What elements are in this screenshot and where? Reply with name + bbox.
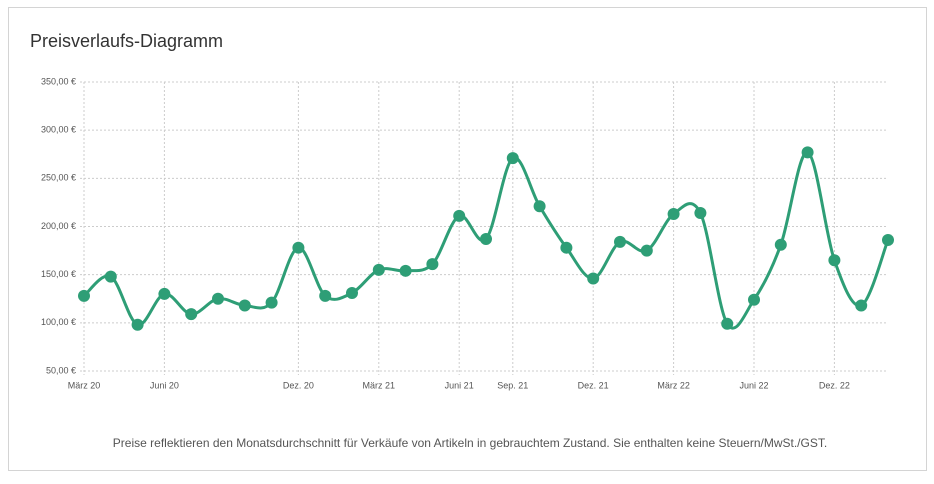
x-tick-label: März 22: [657, 380, 690, 390]
y-tick-label: 50,00 €: [46, 365, 76, 375]
x-tick-label: Dez. 20: [283, 380, 314, 390]
data-point: [346, 286, 358, 299]
data-point: [801, 146, 814, 159]
data-point: [480, 233, 492, 246]
data-point: [131, 318, 144, 331]
data-point: [238, 299, 251, 312]
data-point: [453, 209, 466, 222]
data-point: [426, 258, 439, 271]
x-tick-label: Juni 22: [739, 380, 768, 390]
data-point: [694, 207, 707, 220]
data-point: [292, 241, 305, 254]
data-point: [185, 308, 198, 321]
data-point: [667, 207, 680, 220]
footnote: Preise reflektieren den Monatsdurchschni…: [113, 436, 827, 450]
data-point: [265, 296, 278, 309]
data-point: [587, 272, 600, 285]
x-tick-label: März 21: [363, 380, 396, 390]
data-point: [882, 233, 894, 246]
y-tick-label: 150,00 €: [41, 269, 76, 279]
data-point: [533, 200, 546, 213]
y-tick-label: 350,00 €: [41, 76, 76, 86]
data-point: [399, 264, 412, 277]
x-tick-label: Dez. 21: [578, 380, 609, 390]
x-tick-label: Juni 21: [445, 380, 474, 390]
data-point: [104, 270, 117, 283]
y-tick-label: 200,00 €: [41, 221, 76, 231]
card: [8, 7, 927, 471]
data-point: [855, 299, 868, 312]
data-point: [748, 293, 760, 306]
x-tick-label: Dez. 22: [819, 380, 850, 390]
data-point: [614, 235, 626, 248]
data-point: [640, 244, 653, 257]
data-point: [212, 292, 224, 305]
data-point: [372, 263, 385, 276]
data-point: [721, 317, 734, 330]
data-point: [158, 287, 171, 300]
y-tick-label: 300,00 €: [41, 125, 76, 135]
data-point: [78, 289, 90, 302]
data-point: [506, 152, 519, 165]
x-tick-label: Juni 20: [150, 380, 179, 390]
y-tick-label: 250,00 €: [41, 173, 76, 183]
chart-title: Preisverlaufs-Diagramm: [30, 31, 223, 51]
data-point: [828, 254, 841, 267]
y-tick-label: 100,00 €: [41, 317, 76, 327]
data-point: [560, 241, 573, 254]
data-point: [774, 238, 787, 251]
x-tick-label: Sep. 21: [497, 380, 528, 390]
x-tick-label: März 20: [68, 380, 101, 390]
data-point: [319, 289, 332, 302]
